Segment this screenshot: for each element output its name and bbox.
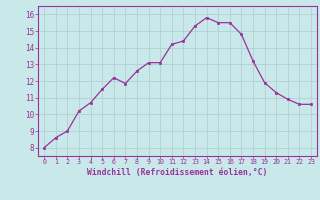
X-axis label: Windchill (Refroidissement éolien,°C): Windchill (Refroidissement éolien,°C) — [87, 168, 268, 177]
